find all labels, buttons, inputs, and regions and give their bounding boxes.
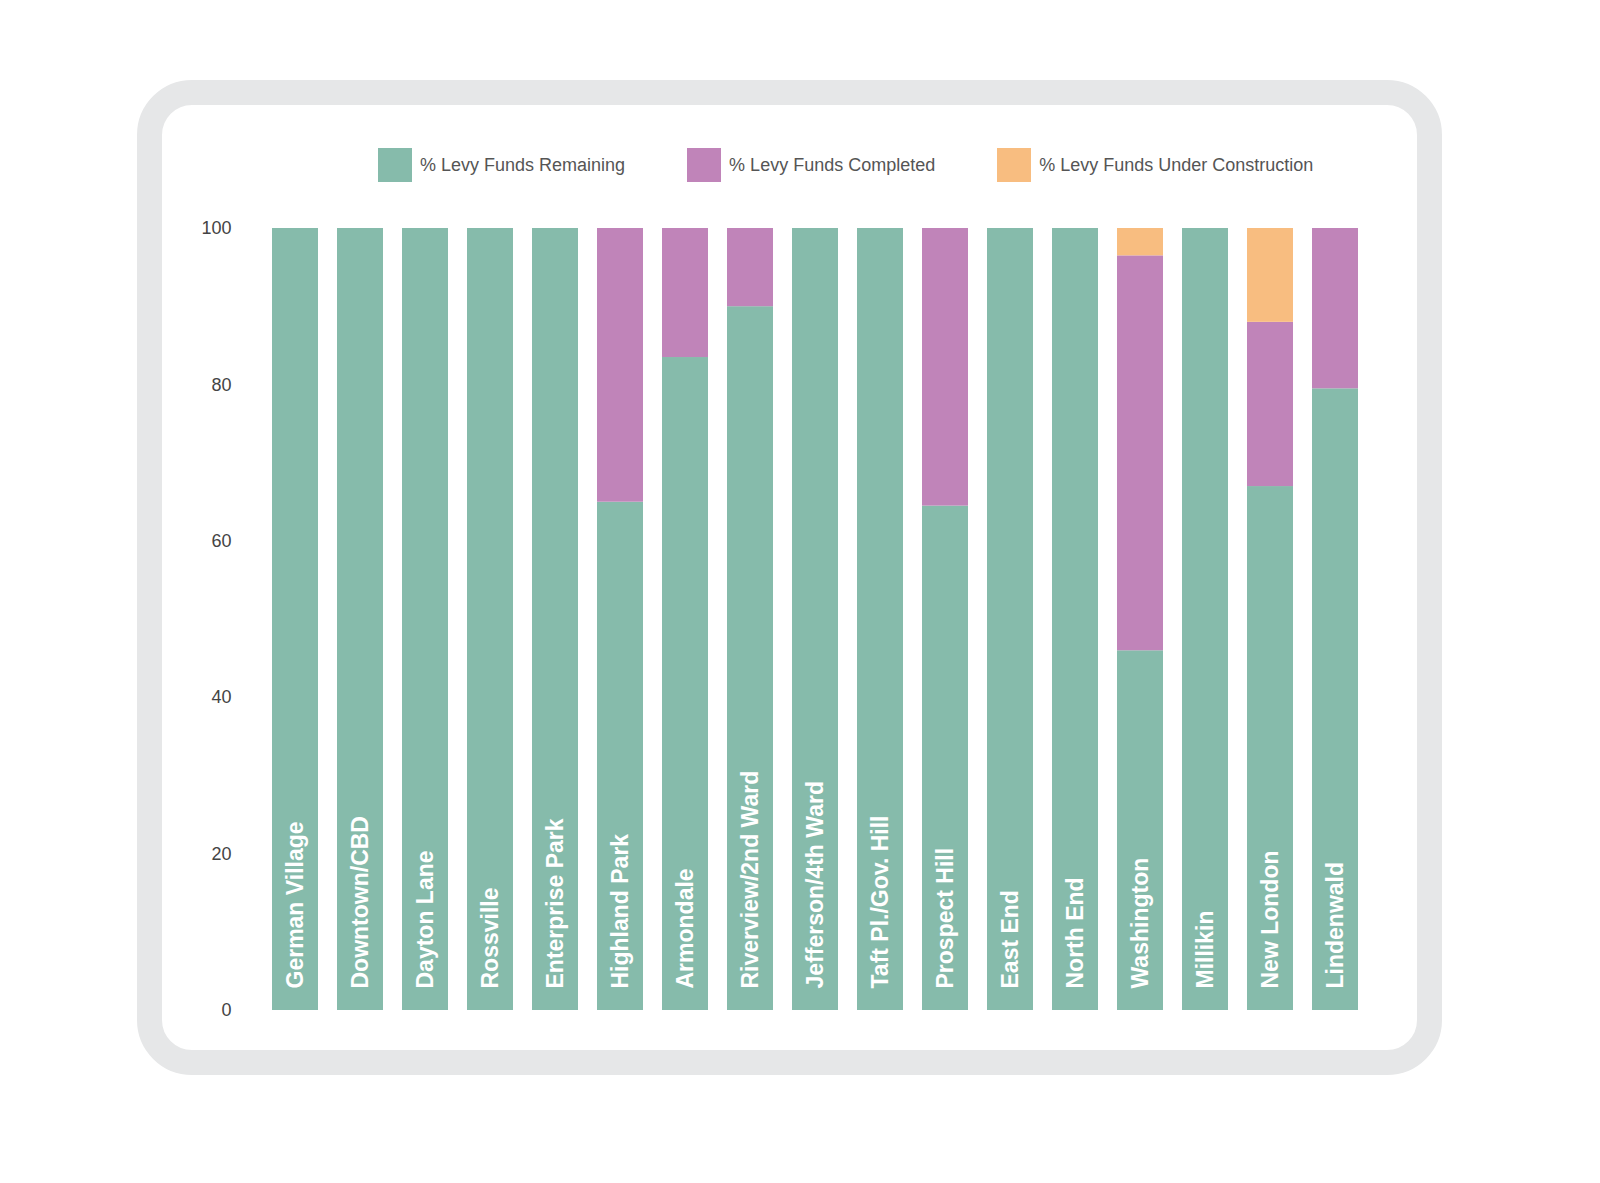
svg-text:New London: New London <box>1257 851 1283 989</box>
svg-text:North End: North End <box>1062 877 1088 988</box>
html-text:% Levy Funds Under Constructio: % Levy Funds Under Construction <box>1039 154 1314 175</box>
svg-text:80: 80 <box>211 375 231 395</box>
svg-text:Washington: Washington <box>1127 858 1153 989</box>
svg-text:20: 20 <box>211 844 231 864</box>
svg-text:German Village: German Village <box>282 821 308 988</box>
html-text:% Levy Funds Completed: % Levy Funds Completed <box>729 154 936 175</box>
svg-text:Highland Park: Highland Park <box>607 834 633 989</box>
svg-text:Prospect Hill: Prospect Hill <box>932 848 958 989</box>
svg-text:East End: East End <box>997 890 1023 988</box>
svg-text:Riverview/2nd Ward: Riverview/2nd Ward <box>737 771 763 989</box>
svg-text:Armondale: Armondale <box>672 868 698 988</box>
html-text:% Levy Funds Remaining: % Levy Funds Remaining <box>420 154 626 175</box>
svg-text:Enterprise Park: Enterprise Park <box>542 818 568 988</box>
svg-text:Lindenwald: Lindenwald <box>1322 862 1348 989</box>
svg-text:0: 0 <box>221 1000 231 1020</box>
svg-text:Dayton Lane: Dayton Lane <box>412 850 438 988</box>
svg-text:Jefferson/4th Ward: Jefferson/4th Ward <box>802 781 828 988</box>
svg-text:Rossville: Rossville <box>477 888 503 989</box>
svg-text:60: 60 <box>211 531 231 551</box>
svg-text:Millikin: Millikin <box>1192 911 1218 989</box>
svg-text:40: 40 <box>211 687 231 707</box>
svg-text:100: 100 <box>201 218 231 238</box>
svg-text:Downtown/CBD: Downtown/CBD <box>347 816 373 988</box>
svg-text:Taft Pl./Gov. Hill: Taft Pl./Gov. Hill <box>867 816 893 989</box>
